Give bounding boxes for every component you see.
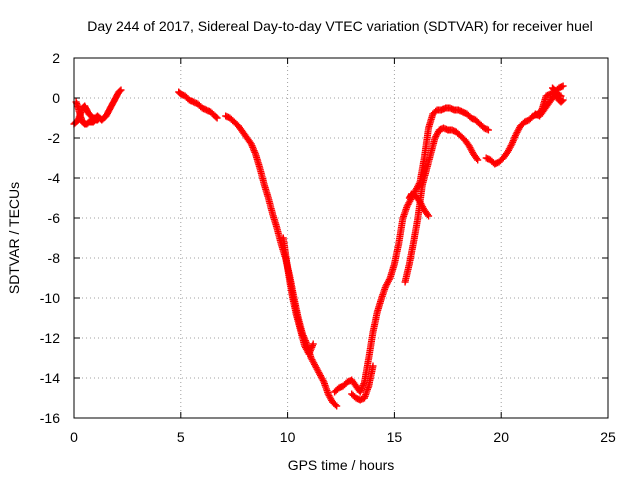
series-arc-3 — [175, 88, 221, 122]
y-tick-label: -6 — [48, 210, 61, 226]
data-point-marker — [474, 156, 482, 164]
x-tick-label: 5 — [177, 429, 185, 445]
series-arc-7 — [348, 362, 377, 404]
y-axis-label: SDTVAR / TECUs — [6, 182, 22, 294]
x-tick-label: 15 — [387, 429, 403, 445]
data-point-marker — [425, 212, 433, 220]
y-tick-label: 0 — [52, 90, 60, 106]
series-arc-8 — [401, 124, 482, 286]
data-point-marker — [507, 142, 515, 150]
series-arc-4 — [222, 112, 341, 410]
grid-layer — [74, 58, 608, 418]
y-tick-label: -14 — [40, 370, 60, 386]
data-point-marker — [309, 340, 317, 348]
x-axis-label: GPS time / hours — [288, 457, 395, 473]
data-point-marker — [558, 97, 566, 105]
data-point-marker — [473, 155, 481, 162]
data-point-marker — [369, 362, 377, 370]
data-point-marker — [333, 402, 341, 410]
data-point-marker — [559, 82, 567, 90]
y-tick-label: -12 — [40, 330, 60, 346]
x-tick-label: 20 — [493, 429, 509, 445]
x-tick-label: 0 — [70, 429, 78, 445]
series-arc-10 — [482, 82, 567, 168]
data-point-marker — [424, 211, 431, 218]
y-tick-label: -10 — [40, 290, 60, 306]
data-point-marker — [212, 113, 220, 121]
y-tick-label: -2 — [48, 130, 61, 146]
data-point-marker — [117, 86, 125, 94]
y-tick-label: -4 — [48, 170, 61, 186]
data-point-marker — [319, 376, 327, 384]
series-arc-5 — [279, 234, 317, 358]
data-point-marker — [331, 401, 339, 409]
plot-frame — [73, 57, 609, 419]
series-arc-9 — [405, 190, 433, 220]
data-point-marker — [484, 126, 492, 134]
data-point-marker — [213, 114, 221, 122]
y-tick-label: 2 — [52, 50, 60, 66]
series-arc-6 — [331, 104, 492, 396]
series-arc-12 — [549, 84, 567, 106]
x-tick-label: 10 — [280, 429, 296, 445]
data-layer — [70, 82, 567, 410]
data-point-marker — [559, 96, 567, 104]
series-arc-2 — [72, 86, 125, 128]
y-tick-label: -16 — [40, 410, 60, 426]
chart-title: Day 244 of 2017, Sidereal Day-to-day VTE… — [87, 18, 593, 34]
x-tick-label: 25 — [600, 429, 616, 445]
data-point-marker — [116, 87, 124, 95]
data-point-marker — [385, 276, 393, 284]
y-tick-label: -8 — [48, 250, 61, 266]
